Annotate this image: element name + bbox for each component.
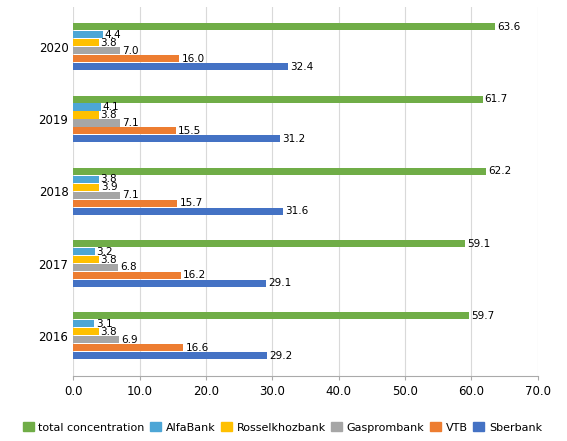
Text: 3.2: 3.2 [96, 247, 113, 257]
Text: 6.8: 6.8 [120, 262, 137, 273]
Bar [73, 272, 181, 279]
Text: 3.8: 3.8 [100, 254, 117, 265]
Bar [73, 192, 120, 199]
Text: 15.5: 15.5 [178, 126, 201, 136]
Text: 7.1: 7.1 [122, 190, 139, 200]
Text: 3.8: 3.8 [100, 174, 117, 184]
Bar [73, 31, 103, 38]
Text: 3.9: 3.9 [101, 182, 118, 192]
Text: 7.1: 7.1 [122, 118, 139, 128]
Text: 16.0: 16.0 [181, 54, 205, 64]
Bar [73, 344, 184, 351]
Bar [73, 120, 120, 127]
Bar [73, 208, 283, 215]
Bar [73, 127, 176, 135]
Text: 59.7: 59.7 [471, 311, 494, 321]
Text: 6.9: 6.9 [121, 335, 138, 345]
Text: 3.8: 3.8 [100, 327, 117, 337]
Text: 7.0: 7.0 [122, 46, 138, 56]
Text: 16.2: 16.2 [183, 270, 206, 280]
Bar [73, 352, 267, 359]
Bar [73, 280, 266, 287]
Bar [73, 336, 119, 344]
Text: 59.1: 59.1 [467, 239, 490, 249]
Bar [73, 240, 466, 247]
Bar [73, 184, 99, 191]
Bar [73, 328, 99, 336]
Bar [73, 312, 469, 319]
Bar [73, 55, 179, 62]
Text: 61.7: 61.7 [485, 94, 508, 104]
Bar [73, 23, 495, 30]
Bar [73, 112, 99, 119]
Bar [73, 104, 100, 111]
Bar [73, 135, 280, 142]
Bar [73, 63, 288, 70]
Bar [73, 176, 99, 183]
Bar [73, 47, 120, 54]
Text: 62.2: 62.2 [488, 166, 511, 176]
Text: 31.2: 31.2 [282, 134, 306, 144]
Text: 29.2: 29.2 [269, 351, 292, 361]
Text: 29.1: 29.1 [268, 278, 291, 288]
Text: 16.6: 16.6 [185, 343, 209, 353]
Bar [73, 320, 94, 328]
Text: 63.6: 63.6 [497, 22, 521, 32]
Bar [73, 200, 177, 207]
Text: 31.6: 31.6 [285, 206, 308, 216]
Bar [73, 168, 486, 175]
Bar [73, 248, 95, 255]
Text: 32.4: 32.4 [290, 62, 314, 71]
Text: 4.4: 4.4 [104, 30, 121, 40]
Text: 3.1: 3.1 [96, 319, 112, 329]
Bar [73, 256, 99, 263]
Text: 3.8: 3.8 [100, 38, 117, 48]
Text: 3.8: 3.8 [100, 110, 117, 120]
Text: 15.7: 15.7 [179, 198, 202, 208]
Legend: total concentration, AlfaBank, Rosselkhozbank, Gasprombank, VTB, Sberbank: total concentration, AlfaBank, Rosselkho… [18, 418, 547, 437]
Bar [73, 264, 119, 271]
Bar [73, 39, 99, 46]
Text: 4.1: 4.1 [103, 102, 119, 112]
Bar [73, 96, 483, 103]
